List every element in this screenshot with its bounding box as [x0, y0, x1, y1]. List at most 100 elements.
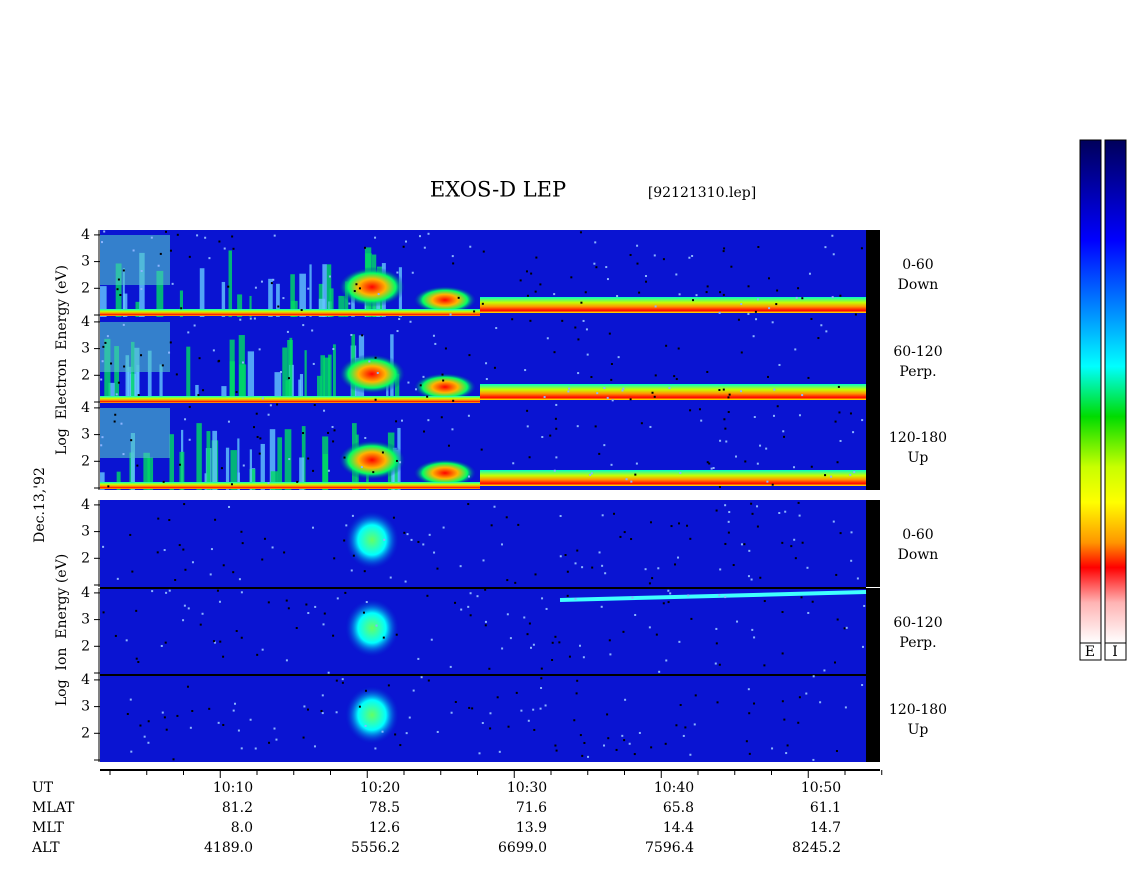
spectrogram-pixel	[776, 405, 779, 408]
spectrogram-pixel	[610, 363, 613, 366]
spectrogram-pixel	[722, 388, 725, 391]
spectrogram-pixel	[506, 579, 509, 582]
spectrogram-pixel	[405, 732, 408, 735]
spectrogram-pixel	[831, 296, 834, 299]
spectrogram-pixel	[426, 594, 429, 597]
spectrogram-pixel	[751, 512, 754, 515]
spectrogram-pixel	[258, 348, 261, 351]
spectrogram-pixel	[122, 323, 125, 326]
spectrogram-pixel	[687, 594, 690, 597]
spectrogram-pixel	[358, 705, 361, 708]
spectrogram-pixel	[364, 689, 367, 692]
spectrogram-pixel	[231, 235, 234, 238]
spectrogram-pixel	[594, 425, 597, 428]
ephemeris-label: ALT	[31, 840, 60, 856]
spectrogram-feature	[249, 468, 256, 490]
spectrogram-pixel	[387, 684, 390, 687]
spectrogram-pixel	[104, 341, 107, 344]
spectrogram-pixel	[471, 707, 474, 710]
spectrogram-pixel	[526, 294, 529, 297]
spectrogram-feature	[237, 472, 240, 490]
spectrogram-pixel	[644, 275, 647, 278]
spectrogram-pixel	[258, 452, 261, 455]
spectrogram-feature	[122, 268, 125, 317]
spectrogram-pixel	[582, 319, 585, 322]
spectrogram-feature	[143, 452, 150, 490]
spectrogram-pixel	[861, 419, 864, 422]
spectrogram-pixel	[493, 366, 496, 369]
spectrogram-pixel	[541, 436, 544, 439]
spectrogram-pixel	[718, 486, 721, 489]
spectrogram-pixel	[551, 659, 554, 662]
spectrogram-feature	[299, 374, 304, 404]
spectrogram-pixel	[120, 422, 123, 425]
spectrogram-pixel	[766, 375, 769, 378]
spectrogram-pixel	[861, 684, 864, 687]
spectrogram-pixel	[657, 567, 660, 570]
spectrogram-pixel	[574, 326, 577, 329]
spectrogram-pixel	[272, 278, 275, 281]
spectrogram-feature	[186, 346, 191, 404]
spectrogram-pixel	[467, 503, 470, 506]
spectrogram-band	[100, 309, 480, 316]
spectrogram-pixel	[649, 425, 652, 428]
spectrogram-feature	[328, 354, 332, 404]
spectrogram-pixel	[377, 293, 380, 296]
spectrogram-pixel	[135, 609, 138, 612]
spectrogram-pixel	[678, 293, 681, 296]
spectrogram-pixel	[636, 244, 639, 247]
spectrogram-pixel	[679, 703, 682, 706]
spectrogram-feature	[291, 300, 298, 317]
spectrogram-pixel	[798, 414, 801, 417]
spectrogram-pixel	[490, 524, 493, 527]
spectrogram-pixel	[172, 758, 175, 761]
spectrogram-pixel	[766, 480, 769, 483]
spectrogram-pixel	[801, 297, 804, 300]
spectrogram-pixel	[468, 354, 471, 357]
spectrogram-feature	[322, 453, 329, 490]
spectrogram-feature	[309, 264, 312, 317]
y-tick-label: 3	[81, 699, 90, 715]
spectrogram-pixel	[188, 438, 191, 441]
spectrogram-feature	[394, 460, 398, 490]
spectrogram-pixel	[634, 473, 637, 476]
spectrogram-pixel	[363, 246, 366, 249]
spectrogram-pixel	[533, 728, 536, 731]
spectrogram-feature	[230, 450, 237, 490]
spectrogram-pixel	[240, 636, 243, 639]
spectrogram-pixel	[706, 285, 709, 288]
spectrogram-pixel	[405, 240, 408, 243]
spectrogram-background	[100, 675, 866, 762]
spectrogram-pixel	[365, 601, 368, 604]
spectrogram-pixel	[539, 283, 542, 286]
spectrogram-feature	[100, 235, 170, 285]
spectrogram-pixel	[130, 439, 133, 442]
spectrogram-pixel	[259, 437, 262, 440]
spectrogram-pixel	[807, 611, 810, 614]
spectrogram-pixel	[210, 548, 213, 551]
spectrogram-pixel	[708, 462, 711, 465]
spectrogram-pixel	[856, 577, 859, 580]
y-tick-label: 2	[81, 725, 90, 741]
y-tick-label: 4	[81, 227, 90, 243]
spectrogram-pixel	[150, 236, 153, 239]
spectrogram-pixel	[489, 727, 492, 730]
spectrogram-pixel	[204, 236, 207, 239]
spectrogram-pixel	[395, 459, 398, 462]
spectrogram-pixel	[801, 541, 804, 544]
spectrogram-pixel	[807, 376, 810, 379]
spectrogram-pixel	[193, 324, 196, 327]
spectrogram-pixel	[752, 335, 755, 338]
spectrogram-pixel	[307, 457, 310, 460]
spectrogram-pixel	[806, 566, 809, 569]
spectrogram-pixel	[467, 414, 470, 417]
spectrogram-pixel	[457, 296, 460, 299]
spectrogram-pixel	[169, 249, 172, 252]
spectrogram-feature	[249, 449, 252, 490]
spectrogram-pixel	[678, 640, 681, 643]
spectrogram-pixel	[335, 679, 338, 682]
spectrogram-pixel	[414, 388, 417, 391]
spectrogram-pixel	[590, 472, 593, 475]
spectrogram-feature	[159, 364, 163, 404]
spectrogram-pixel	[532, 708, 535, 711]
